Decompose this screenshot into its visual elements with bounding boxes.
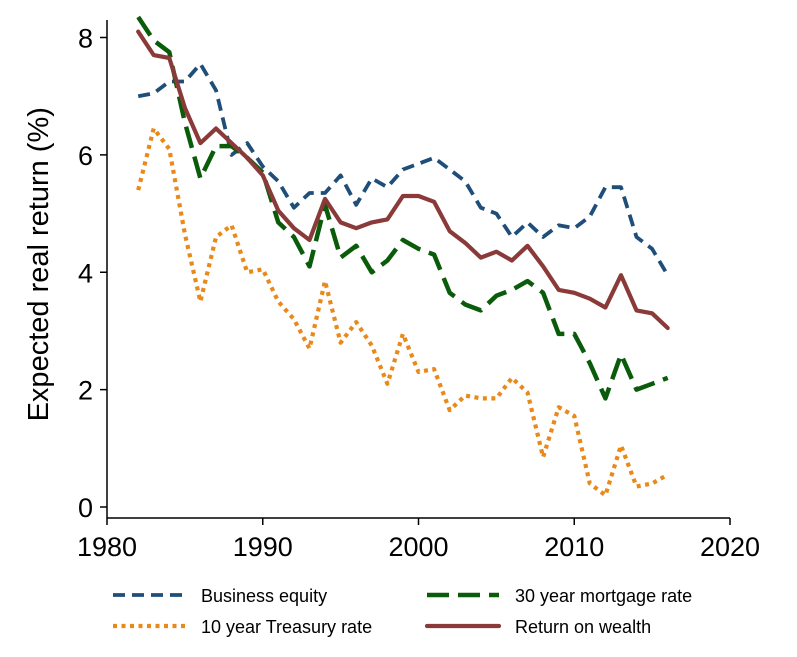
x-tick-label: 2020 [700,532,760,562]
y-tick-label: 0 [78,493,93,523]
series-line-10-year-treasury-rate [136,126,669,498]
y-tick-label: 8 [78,24,93,54]
series-layer [136,15,670,498]
legend-label: Business equity [201,586,327,606]
x-tick-label: 1980 [77,532,137,562]
y-ticks: 0 2 4 6 8 [78,24,107,523]
series-line-30-year-mortgage-rate [136,15,669,401]
legend-item: 30 year mortgage rate [427,586,692,606]
legend-label: 30 year mortgage rate [515,586,692,606]
x-tick-label: 2010 [544,532,604,562]
x-tick-label: 2000 [388,532,448,562]
legend-label: 10 year Treasury rate [201,617,372,637]
series-line-business-equity [137,62,670,277]
axes: 0 2 4 6 8 1980 1990 2000 2010 2020 [77,20,760,562]
legend-item: Business equity [113,586,327,606]
y-tick-label: 2 [78,376,93,406]
series-line-return-on-wealth [136,29,670,331]
y-axis-title: Expected real return (%) [23,107,55,421]
legend-label: Return on wealth [515,617,651,637]
x-ticks: 1980 1990 2000 2010 2020 [77,518,760,562]
legend-item: Return on wealth [424,617,651,637]
y-tick-label: 6 [78,141,93,171]
legend: Business equity 30 year mortgage rate 10 y… [113,586,692,637]
y-tick-label: 4 [78,258,93,288]
x-tick-label: 1990 [233,532,293,562]
legend-item: 10 year Treasury rate [113,617,372,637]
